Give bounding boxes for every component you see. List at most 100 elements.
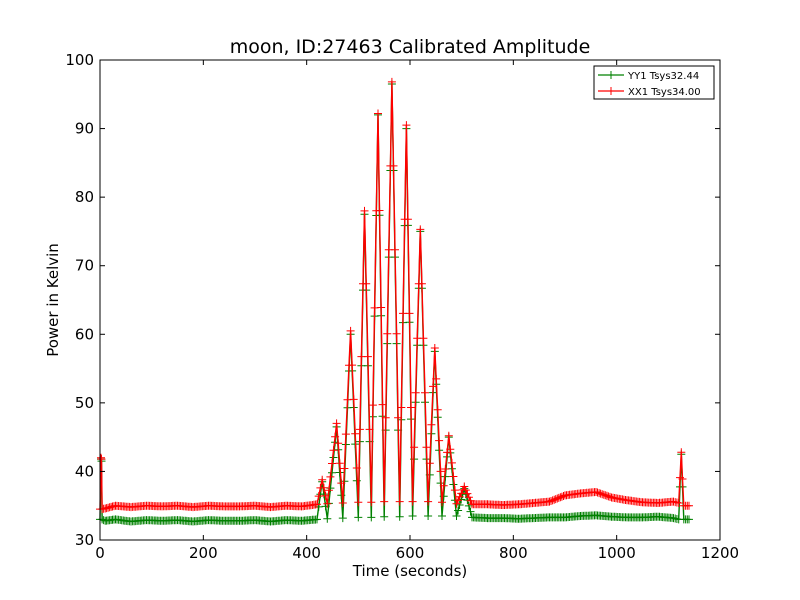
data-point-marker: [410, 443, 419, 452]
data-point-marker: [403, 215, 412, 224]
data-point-marker: [422, 443, 431, 452]
data-point-marker: [407, 403, 415, 412]
legend: YY1 Tsys32.44 XX1 Tsys34.00: [593, 65, 715, 100]
series-layer: [96, 77, 693, 526]
data-point-marker: [387, 77, 396, 86]
data-point-marker: [454, 506, 463, 515]
data-point-marker: [381, 413, 390, 422]
data-point-marker: [685, 515, 693, 524]
data-point-marker: [416, 225, 425, 234]
x-tick-label: 600: [396, 544, 425, 562]
y-tick-label: 90: [75, 120, 94, 138]
data-point-marker: [377, 303, 386, 312]
data-point-marker: [367, 498, 376, 507]
data-point-marker: [436, 467, 445, 476]
data-point-marker: [446, 445, 455, 454]
data-point-marker: [421, 388, 429, 397]
data-point-marker: [324, 486, 333, 495]
data-point-marker: [354, 498, 363, 507]
data-point-marker: [340, 464, 349, 473]
data-point-marker: [425, 459, 434, 468]
data-point-marker: [334, 439, 343, 448]
data-point-marker: [450, 486, 459, 495]
data-point-marker: [368, 401, 377, 410]
data-point-marker: [430, 344, 439, 352]
data-point-marker: [351, 429, 360, 438]
y-tick-label: 60: [75, 325, 94, 343]
data-point-marker: [97, 455, 106, 464]
data-point-marker: [313, 500, 321, 509]
series-2: [96, 77, 693, 514]
data-point-marker: [438, 512, 446, 520]
y-tick-label: 70: [75, 257, 94, 275]
chart-title: moon, ID:27463 Calibrated Amplitude: [230, 36, 591, 58]
data-point-marker: [402, 121, 411, 130]
series-markers: [96, 77, 693, 514]
legend-label: YY1 Tsys32.44: [627, 71, 699, 82]
data-point-marker: [397, 403, 406, 412]
data-point-marker: [338, 514, 347, 523]
data-point-marker: [375, 206, 384, 215]
data-point-marker: [596, 489, 605, 498]
x-tick-label: 0: [95, 544, 105, 562]
data-point-marker: [348, 361, 357, 370]
data-point-marker: [328, 459, 336, 468]
data-point-marker: [435, 436, 444, 445]
data-point-marker: [352, 464, 361, 472]
data-point-marker: [439, 481, 448, 490]
data-point-marker: [460, 482, 469, 491]
data-point-marker: [674, 499, 683, 507]
data-point-marker: [454, 496, 463, 505]
data-point-marker: [405, 309, 414, 318]
data-point-marker: [367, 513, 376, 522]
data-point-marker: [363, 352, 372, 361]
y-tick-label: 30: [75, 531, 94, 549]
data-point-marker: [335, 459, 344, 468]
data-point-marker: [326, 472, 335, 481]
data-point-marker: [432, 374, 441, 383]
x-tick-label: 800: [499, 544, 528, 562]
data-point-marker: [337, 491, 346, 500]
data-point-marker: [395, 497, 404, 506]
data-point-marker: [424, 497, 433, 506]
data-point-marker: [337, 479, 346, 488]
x-axis-label: Time (seconds): [352, 562, 468, 580]
data-point-marker: [346, 326, 355, 335]
data-point-marker: [547, 497, 555, 505]
y-tick-label: 100: [65, 51, 94, 69]
data-point-marker: [427, 420, 436, 429]
data-point-marker: [380, 497, 389, 506]
y-axis-label: Power in Kelvin: [44, 243, 62, 357]
data-point-marker: [389, 161, 398, 170]
data-point-marker: [380, 512, 389, 521]
data-point-marker: [329, 446, 338, 455]
data-point-marker: [452, 512, 461, 520]
data-point-marker: [319, 483, 328, 492]
data-point-marker: [314, 492, 323, 501]
data-point-marker: [323, 514, 332, 523]
data-point-marker: [332, 419, 341, 428]
data-point-marker: [678, 475, 687, 483]
x-tick-label: 200: [189, 544, 218, 562]
data-point-marker: [392, 329, 401, 338]
axes-layer: 0 200 400 600 800 1000 1200 30 40 50 60 70 80 90 100: [65, 51, 739, 562]
data-point-marker: [449, 472, 458, 481]
legend-label: XX1 Tsys34.00: [628, 87, 701, 98]
data-point-marker: [323, 499, 332, 508]
data-point-marker: [444, 431, 453, 440]
data-point-marker: [447, 458, 456, 467]
y-tick-label: 40: [75, 462, 94, 480]
data-point-marker: [677, 448, 686, 457]
data-point-marker: [360, 206, 369, 215]
legend-box: [593, 65, 715, 100]
data-point-marker: [341, 430, 350, 439]
data-point-marker: [455, 492, 464, 501]
data-point-marker: [328, 468, 336, 477]
data-point-marker: [331, 432, 340, 441]
data-point-marker: [441, 465, 450, 473]
data-point-marker: [362, 279, 371, 288]
data-point-marker: [395, 512, 404, 521]
data-point-marker: [374, 109, 382, 118]
data-point-marker: [313, 515, 321, 524]
data-point-marker: [349, 395, 358, 404]
